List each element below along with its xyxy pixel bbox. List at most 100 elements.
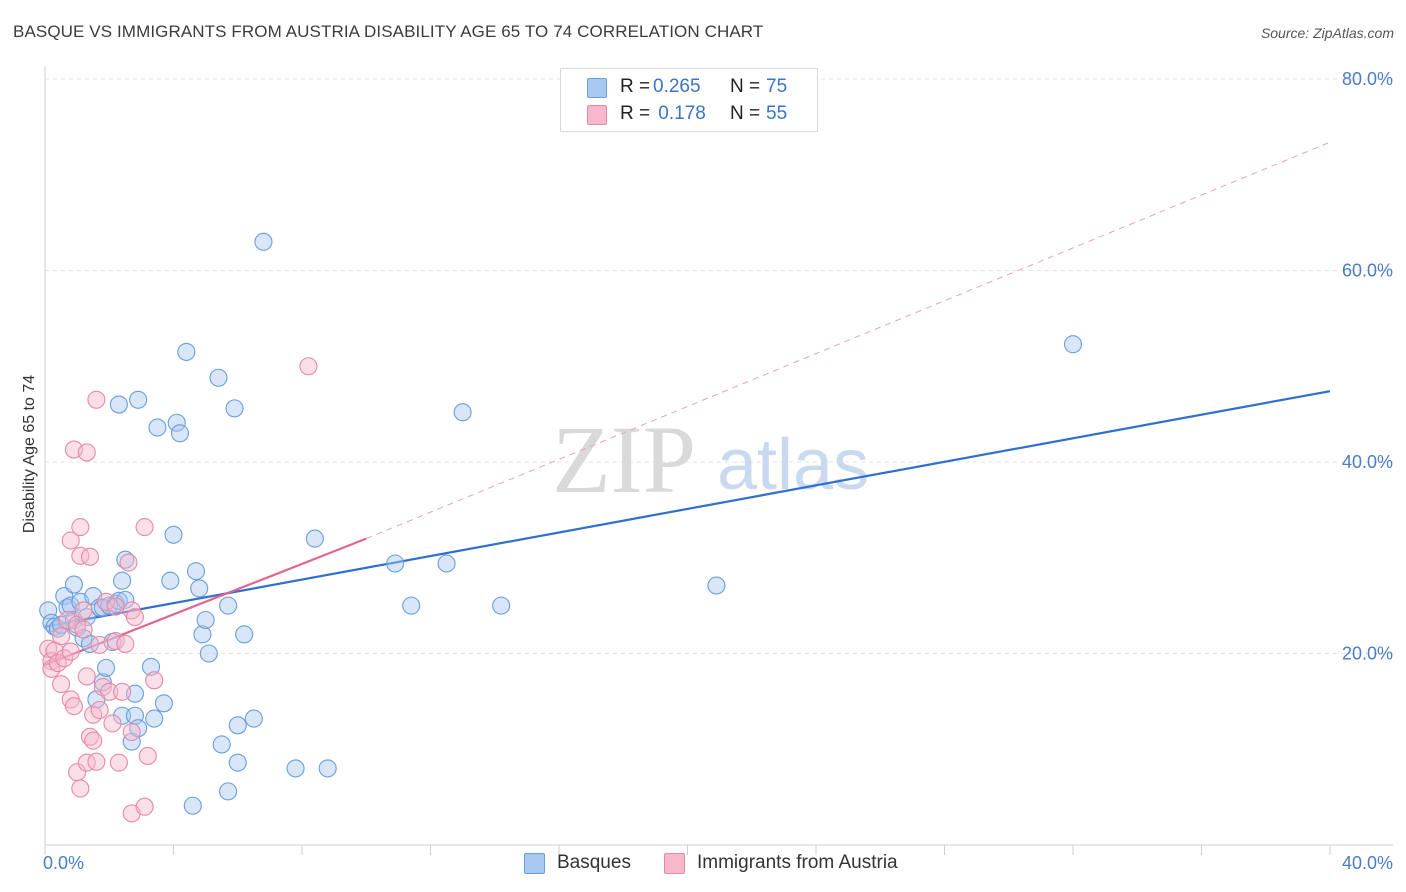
data-point-basques: [64, 575, 83, 594]
data-point-austria: [96, 592, 116, 611]
data-point-austria: [106, 597, 125, 616]
data-point-basques: [212, 735, 231, 754]
data-point-austria: [74, 620, 93, 639]
data-point-basques: [141, 657, 161, 676]
data-point-austria: [145, 671, 164, 690]
data-point-austria: [55, 649, 74, 668]
data-point-austria: [71, 779, 90, 798]
data-point-basques: [1063, 335, 1083, 354]
data-point-basques: [305, 529, 324, 548]
data-point-basques: [96, 658, 116, 677]
data-point-austria: [90, 700, 109, 720]
trend-line-extension-austria: [366, 141, 1331, 540]
data-point-basques: [113, 706, 132, 725]
data-point-basques: [164, 525, 183, 544]
data-point-austria: [109, 753, 128, 772]
grid-lines: [45, 78, 1393, 654]
data-point-basques: [707, 576, 726, 595]
data-point-basques: [402, 596, 421, 615]
legend-swatch-basques: [587, 78, 607, 98]
data-point-basques: [196, 610, 215, 630]
data-point-basques: [219, 782, 238, 801]
watermark: ZIP atlas: [552, 406, 869, 513]
data-point-basques: [225, 399, 244, 418]
legend-r-value: 0.265: [653, 76, 701, 97]
data-point-austria: [100, 682, 119, 701]
data-point-austria: [90, 635, 109, 654]
watermark-zip: ZIP: [552, 406, 696, 513]
legend-r-value: 0.178: [653, 103, 706, 124]
data-point-basques: [199, 644, 218, 663]
data-point-austria: [58, 610, 77, 630]
data-point-austria: [71, 518, 90, 537]
trend-line-basques: [44, 390, 1331, 628]
data-point-austria: [135, 518, 154, 537]
series-label-austria: Immigrants from Austria: [697, 852, 898, 873]
data-point-basques: [219, 596, 238, 615]
series-legend: Basques Immigrants from Austria: [0, 852, 1406, 878]
data-point-basques: [386, 554, 405, 573]
data-point-austria: [113, 682, 132, 701]
data-point-basques: [244, 709, 263, 728]
data-point-austria: [87, 752, 106, 771]
chart-source: Source: ZipAtlas.com: [1260, 25, 1394, 41]
x-tick-label: 40.0%: [1342, 853, 1393, 873]
data-point-basques: [492, 596, 511, 615]
data-point-basques: [209, 368, 228, 387]
data-point-austria: [71, 546, 90, 565]
data-point-basques: [161, 571, 180, 590]
data-point-austria: [52, 675, 71, 694]
data-point-basques: [453, 403, 472, 422]
data-point-basques: [193, 625, 212, 644]
data-points: [39, 232, 1083, 823]
data-point-austria: [74, 601, 93, 620]
data-point-austria: [116, 634, 135, 653]
data-point-basques: [129, 390, 148, 409]
data-point-basques: [228, 716, 247, 735]
legend-r-label: R =: [620, 103, 651, 124]
data-point-austria: [122, 722, 141, 742]
chart-title: BASQUE VS IMMIGRANTS FROM AUSTRIA DISABI…: [13, 22, 764, 41]
data-point-austria: [61, 531, 80, 550]
data-point-austria: [80, 547, 100, 566]
y-tick-label: 80.0%: [1342, 69, 1393, 89]
data-point-austria: [138, 746, 157, 766]
y-tick-label: 20.0%: [1342, 644, 1393, 664]
legend-n-value: 55: [766, 103, 788, 124]
data-point-basques: [183, 796, 202, 815]
data-point-basques: [228, 753, 247, 772]
y-axis-label: Disability Age 65 to 74: [21, 374, 38, 534]
data-point-basques: [154, 694, 173, 713]
watermark-atlas: atlas: [717, 425, 869, 505]
data-point-basques: [235, 625, 254, 644]
data-point-basques: [190, 579, 209, 598]
data-point-austria: [64, 697, 83, 716]
legend-r-label: R =: [620, 76, 651, 97]
data-point-austria: [52, 627, 71, 646]
legend-n-value: 75: [766, 76, 788, 97]
data-point-basques: [145, 709, 164, 728]
data-point-austria: [135, 797, 154, 816]
data-point-basques: [109, 395, 128, 414]
y-tick-label: 60.0%: [1342, 261, 1393, 281]
legend-swatch-austria: [587, 105, 607, 125]
data-point-basques: [254, 232, 273, 251]
data-point-basques: [167, 413, 186, 432]
data-point-austria: [299, 357, 318, 376]
data-point-basques: [113, 571, 132, 590]
data-point-basques: [318, 759, 337, 778]
data-point-basques: [186, 562, 206, 581]
data-point-austria: [77, 753, 96, 772]
data-point-austria: [119, 553, 138, 572]
axes: [44, 66, 1393, 855]
data-point-basques: [116, 550, 135, 569]
data-point-austria: [84, 731, 103, 750]
data-point-basques: [148, 418, 167, 437]
data-point-austria: [87, 390, 106, 409]
data-point-basques: [286, 759, 305, 778]
data-point-basques: [93, 673, 112, 692]
data-point-austria: [77, 443, 96, 462]
data-point-basques: [170, 424, 189, 443]
data-point-austria: [61, 642, 80, 661]
